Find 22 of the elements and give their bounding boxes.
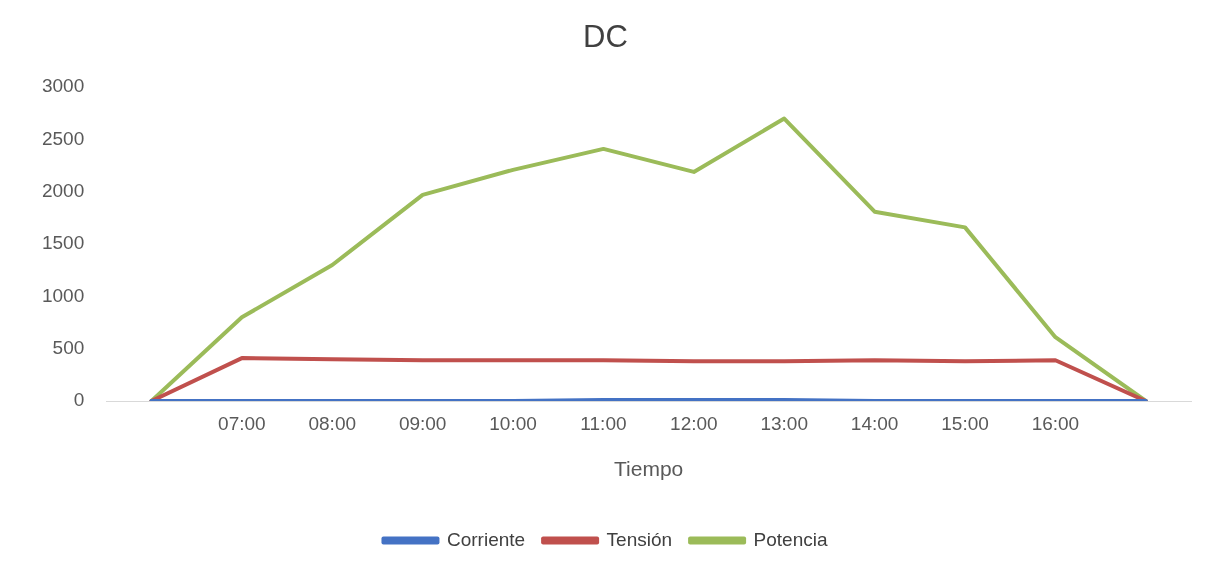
x-tick-label: 11:00 xyxy=(580,412,627,434)
y-tick-label: 1000 xyxy=(41,284,85,306)
y-tick-label: 500 xyxy=(52,336,85,358)
y-tick-label: 0 xyxy=(73,389,85,411)
y-tick-label: 1500 xyxy=(41,232,85,254)
x-tick-label: 15:00 xyxy=(941,412,989,434)
legend-label: Tensión xyxy=(606,528,673,550)
chart-title: DC xyxy=(583,19,628,55)
y-tick-label: 2500 xyxy=(41,127,85,149)
x-tick-label: 14:00 xyxy=(850,412,899,434)
x-axis-title: Tiempo xyxy=(614,457,684,481)
x-tick-label: 07:00 xyxy=(218,412,266,434)
x-tick-label: 13:00 xyxy=(760,412,808,434)
y-tick-label: 3000 xyxy=(41,75,85,97)
x-tick-label: 10:00 xyxy=(489,412,537,434)
y-tick-label: 2000 xyxy=(41,180,85,202)
x-tick-label: 09:00 xyxy=(398,412,447,434)
legend-label: Corriente xyxy=(446,528,526,550)
legend-label: Potencia xyxy=(753,528,828,550)
x-tick-label: 08:00 xyxy=(308,412,357,434)
x-tick-label: 16:00 xyxy=(1031,412,1080,434)
x-tick-label: 12:00 xyxy=(670,412,718,434)
